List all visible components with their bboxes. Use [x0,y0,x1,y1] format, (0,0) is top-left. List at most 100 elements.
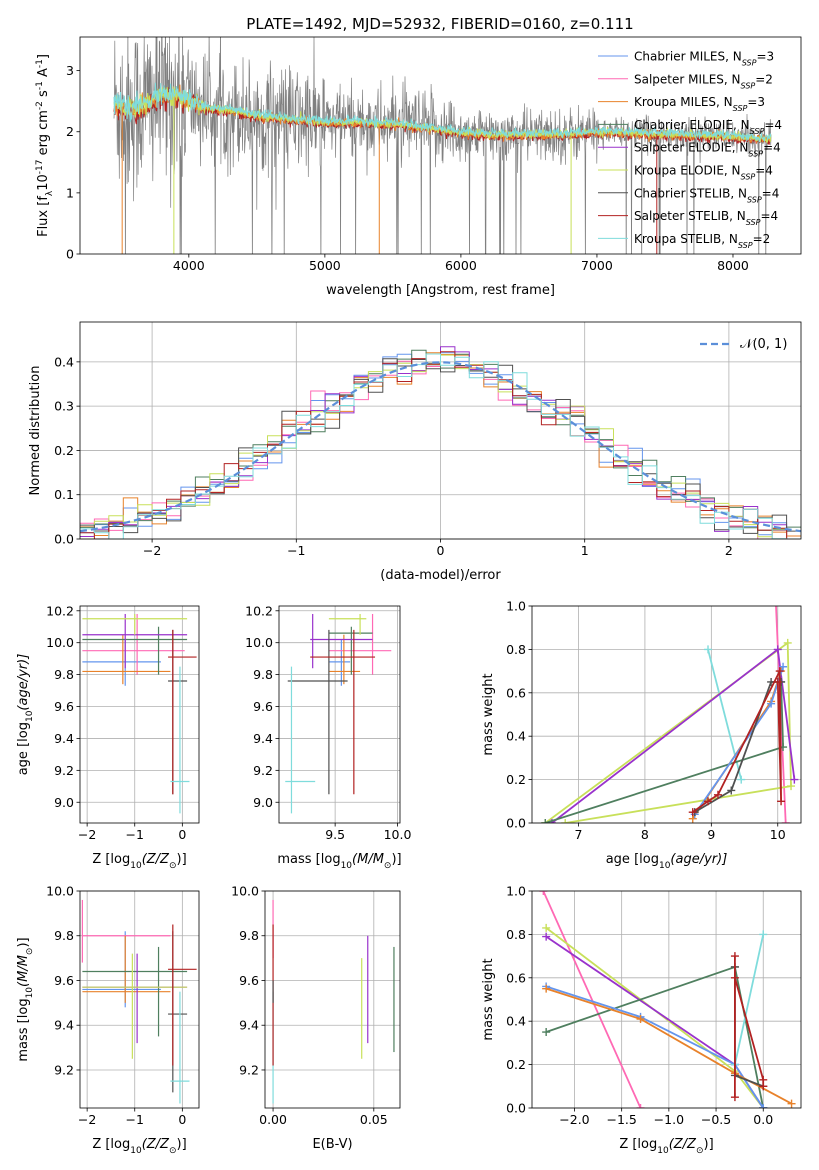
weight-marker [636,1104,645,1108]
errorbar-point-chabrier-miles [82,931,161,1008]
model-spectrum-kroupa-stelib [113,82,772,143]
y-tick-label: 0.2 [54,443,74,458]
age-vs-metallicity-panel: −2 −1 0 9.0 9.2 9.4 9.6 9.8 10.0 10.2 Z [log10(Z/Z… [16,603,200,871]
mass-vs-metallicity-panel: −2 −1 0 9.2 9.4 9.6 9.8 10.0 Z [log10(Z/Z⊙)] mass… [16,884,200,1156]
y-tick-label: 9.4 [54,1018,74,1033]
axes-border [531,890,802,1109]
weight-marker [542,1028,551,1037]
weight-marker [704,645,713,654]
errorbar-point-kroupa-stelib [285,666,316,814]
axes-border [79,605,200,824]
weight-marker [542,984,551,993]
y-tick-label: 10.0 [245,635,273,650]
x-tick-label: 8000 [717,258,749,273]
axes-border [531,605,802,824]
y-axis-label: mass weight [481,673,496,755]
weight-marker [730,952,739,961]
axes-border [79,890,200,1109]
plot-area [541,606,799,823]
weight-line [692,670,782,813]
y-tick-label: 0.4 [54,354,74,369]
errorbar-point-salpeter-stelib [310,629,376,795]
weight-marker [688,808,697,817]
x-tick-label: 10.0 [384,827,412,842]
errorbar-point-salpeter-stelib [168,629,197,795]
y-tick-label: 10.0 [46,635,74,650]
x-tick-label: −2.0 [559,1112,589,1127]
y-tick-label: 10.2 [245,603,273,618]
errorbar-point-kroupa-miles [82,634,171,685]
y-tick-label: 0.4 [506,1014,526,1029]
x-tick-label: 0 [178,1112,186,1127]
y-tick-label: 9.4 [54,731,74,746]
age-vs-mass-panel: 9.5 10.0 9.0 9.2 9.4 9.6 9.8 10.0 10.2 mass [log1… [245,603,411,871]
axes-frame: −2.0 −1.5 −1.0 −0.5 0.0 0.0 0.2 0.4 0.6 0.8 1.0 [506,884,802,1127]
weight-marker [759,1082,768,1091]
errorbar-point-kroupa-stelib [170,666,190,814]
legend-entry: Kroupa STELIB, NSSP=2 [634,232,770,250]
legend-entry: Chabrier ELODIE, NSSP=4 [634,118,782,136]
plot-area [539,891,796,1108]
x-tick-label: −1 [126,1112,144,1127]
x-tick-label: 5000 [309,258,341,273]
x-axis-label: (data-model)/error [380,568,501,583]
legend-entry: Chabrier MILES, NSSP=3 [634,50,774,68]
y-tick-label: 9.4 [253,731,273,746]
weight-marker [730,1093,739,1102]
x-tick-label: −2 [78,827,96,842]
x-tick-label: 7 [575,827,583,842]
x-tick-label: −0.5 [701,1112,731,1127]
y-tick-label: 9.8 [239,928,259,943]
weight-series-salpeter-stelib [688,667,786,817]
axes-frame: −2 −1 0 9.0 9.2 9.4 9.6 9.8 10.0 10.2 [46,603,200,842]
axes-border [79,36,802,255]
x-axis-label: Z [log10(Z/Z⊙)] [92,852,186,871]
weight-marker [773,645,782,654]
x-tick-label: 1 [581,543,589,558]
weight-marker [781,819,790,823]
weight-marker [713,790,722,799]
y-axis-label: Normed distribution [28,366,43,496]
weight-line [545,965,765,1108]
plot-area [81,899,197,1104]
histogram-chabrier-stelib [80,358,801,534]
x-tick-label: 0.00 [259,1112,287,1127]
errorbar-point-chabrier-stelib [168,629,188,795]
x-tick-label: 9 [707,827,715,842]
weight-marker [790,775,799,784]
x-tick-label: −2 [143,543,161,558]
x-axis-label: mass [log10(M/M⊙)] [277,852,401,871]
plot-area [80,346,801,539]
y-tick-label: 10.0 [46,884,74,899]
x-tick-label: 0 [437,543,445,558]
y-tick-label: 0.1 [54,487,74,502]
x-tick-label: 6000 [445,258,477,273]
axes-frame: 9.5 10.0 9.0 9.2 9.4 9.6 9.8 10.0 10.2 [245,603,411,842]
weight-marker [775,667,784,676]
errorbar-point-salpeter-miles [328,613,392,675]
errorbar-point-kroupa-miles [328,634,361,685]
x-tick-label: −1.0 [654,1112,684,1127]
axes-frame: 4000 5000 6000 7000 8000 0 1 2 3 [66,36,802,273]
plot-area [82,613,197,814]
axes-frame: 0.00 0.05 9.2 9.4 9.6 9.8 10.0 [231,884,401,1127]
errorbar-point-salpeter-elodie [310,613,373,669]
weight-marker [777,797,786,806]
weight-marker [787,782,796,791]
y-axis-label: mass [log10(M/M⊙)] [16,937,35,1061]
y-axis-label: age [log10(age/yr)] [16,654,35,776]
model-spectrum-kroupa-elodie [113,86,772,144]
y-tick-label: 0.2 [506,772,526,787]
y-tick-label: 0.6 [506,970,526,985]
normal-distribution-curve [80,361,801,533]
y-tick-label: 9.6 [54,699,74,714]
weight-line [545,935,764,1108]
plot-area [272,899,395,1104]
legend-entry: 𝒩(0, 1) [740,337,787,352]
weight-line [545,681,785,823]
y-tick-label: 0.0 [506,1101,526,1116]
y-tick-label: 0.6 [506,685,526,700]
y-tick-label: 9.8 [253,667,273,682]
errorbar-point-kroupa-miles [82,935,171,1003]
y-axis-label: mass weight [481,958,496,1040]
